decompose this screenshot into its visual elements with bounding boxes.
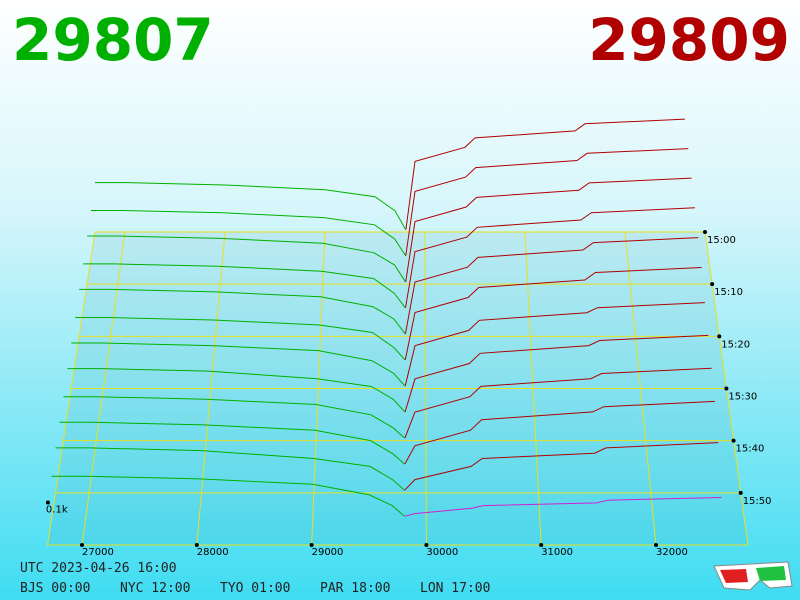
tick-mark (654, 543, 658, 547)
bid-depth-line (71, 342, 406, 387)
ask-depth-line (404, 442, 719, 491)
time-zone: BJS 00:00 (20, 581, 90, 596)
t-tick-label: 15:40 (736, 444, 765, 455)
ask-depth-line (405, 207, 696, 308)
t-tick-label: 15:10 (714, 287, 743, 298)
time-zone: LON 17:00 (420, 581, 490, 596)
ask-price-title: 29809 (588, 6, 790, 74)
bid-depth-line (87, 235, 406, 283)
bid-depth-line (91, 210, 407, 256)
bid-depth-line (95, 182, 407, 230)
tick-mark (424, 543, 429, 547)
ask-depth-line (404, 267, 702, 361)
tick-mark (738, 490, 743, 495)
z-tick-label: 0.1k (46, 505, 68, 516)
ask-depth-line (405, 177, 692, 282)
bid-depth-line (55, 447, 405, 491)
ask-depth-line (404, 334, 709, 413)
bid-depth-line (59, 421, 405, 465)
ask-depth-line (404, 237, 699, 334)
bid-depth-line (51, 475, 405, 517)
plot: 27000 28000 29000 30000 31000 32000 15:00 15:10… (45, 118, 772, 558)
time-zones: BJS 00:00 NYC 12:00 TYO 01:00 PAR 18:00 LON … (20, 581, 490, 596)
bid-depth-line (75, 317, 406, 361)
x-tick-label: 27000 (82, 547, 114, 558)
ask-depth-line (405, 118, 686, 230)
t-tick-label: 15:50 (743, 496, 772, 507)
bid-price-title: 29807 (12, 6, 214, 74)
tick-mark (724, 386, 729, 391)
t-tick-label: 15:20 (721, 339, 750, 350)
bid-depth-line (79, 288, 406, 335)
x-tick-label: 28000 (197, 547, 229, 558)
tick-mark (80, 543, 84, 547)
tick-mark (45, 500, 50, 505)
ask-depth-line (404, 302, 705, 387)
3d-glasses-icon (713, 561, 793, 591)
bid-depth-line (63, 396, 406, 439)
bid-depth-line (83, 263, 406, 309)
tick-mark (717, 334, 722, 339)
tick-mark (731, 438, 736, 443)
tick-mark (194, 543, 199, 547)
time-zone: NYC 12:00 (120, 581, 190, 596)
x-tick-label: 31000 (541, 547, 573, 558)
ask-depth-line (404, 367, 712, 439)
ask-depth-line (404, 497, 722, 517)
ask-depth-line (404, 400, 715, 465)
t-tick-label: 15:00 (707, 235, 736, 246)
time-zone: PAR 18:00 (320, 581, 390, 596)
x-tick-label: 30000 (426, 547, 458, 558)
tick-mark (710, 282, 715, 287)
tick-mark (703, 230, 707, 234)
time-zone: TYO 01:00 (220, 581, 290, 596)
t-tick-label: 15:30 (728, 392, 757, 403)
ask-depth-line (405, 148, 689, 256)
bid-depth-line (67, 368, 406, 413)
x-tick-label: 29000 (312, 547, 344, 558)
utc-time: UTC 2023-04-26 16:00 (20, 561, 177, 576)
tick-mark (309, 543, 314, 547)
x-tick-label: 32000 (656, 547, 688, 558)
tick-mark (539, 543, 544, 547)
